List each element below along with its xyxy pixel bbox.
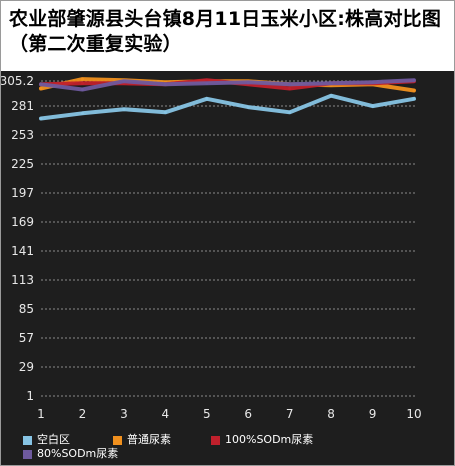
data-point [39, 116, 43, 120]
data-point [122, 107, 126, 111]
y-tick-label: 113 [11, 273, 34, 287]
data-point [412, 97, 416, 101]
data-point [80, 81, 84, 85]
x-tick-label: 1 [37, 407, 45, 421]
data-point [288, 110, 292, 114]
data-point [80, 111, 84, 115]
x-tick-label: 6 [244, 407, 252, 421]
data-point [80, 77, 84, 81]
y-tick-label: 281 [11, 99, 34, 113]
y-tick-label: 85 [19, 302, 34, 316]
legend-label: 80%SODm尿素 [37, 447, 119, 460]
data-point [80, 87, 84, 91]
data-point [288, 86, 292, 90]
legend-label: 普通尿素 [127, 433, 171, 446]
data-point [205, 78, 209, 82]
legend-label: 空白区 [37, 433, 70, 446]
data-point [163, 110, 167, 114]
chart-title: 农业部肇源县头台镇8月11日玉米小区:株高对比图（第二次重复实验） [9, 8, 442, 55]
legend-swatch [23, 436, 32, 445]
y-tick-label: 57 [19, 331, 34, 345]
series-line-1 [39, 93, 416, 121]
legend-swatch [211, 436, 220, 445]
x-tick-label: 7 [286, 407, 294, 421]
data-point [329, 94, 333, 98]
chart-plot: 1 29 57 85 113 141 169 197 225 253 281 305.2 1 2 3 4 5 6 7… [1, 74, 422, 421]
data-point [288, 82, 292, 86]
data-point [122, 79, 126, 83]
y-tick-label: 1 [26, 389, 34, 403]
x-tick-label: 8 [327, 407, 335, 421]
x-tick-label: 3 [120, 407, 128, 421]
x-tick-label: 9 [369, 407, 377, 421]
data-point [39, 86, 43, 90]
data-point [246, 80, 250, 84]
y-tick-label: 253 [11, 128, 34, 142]
y-tick-label: 169 [11, 215, 34, 229]
data-point [412, 89, 416, 93]
plot-panel [1, 71, 454, 465]
data-point [371, 80, 375, 84]
y-tick-label: 141 [11, 244, 34, 258]
data-point [329, 81, 333, 85]
data-point [163, 82, 167, 86]
data-point [39, 82, 43, 86]
legend-swatch [23, 450, 32, 459]
legend-swatch [113, 436, 122, 445]
y-tick-label: 29 [19, 360, 34, 374]
y-tick-label: 197 [11, 186, 34, 200]
x-tick-label: 5 [203, 407, 211, 421]
x-tick-label: 4 [162, 407, 170, 421]
y-tick-label: 225 [11, 157, 34, 171]
data-point [371, 104, 375, 108]
x-tick-label: 10 [406, 407, 421, 421]
data-point [412, 78, 416, 82]
legend-label: 100%SODm尿素 [225, 433, 314, 446]
data-point [246, 105, 250, 109]
data-point [205, 81, 209, 85]
y-tick-label: 305.2 [1, 74, 34, 88]
x-tick-label: 2 [79, 407, 87, 421]
data-point [205, 97, 209, 101]
series-line-4 [39, 78, 416, 92]
